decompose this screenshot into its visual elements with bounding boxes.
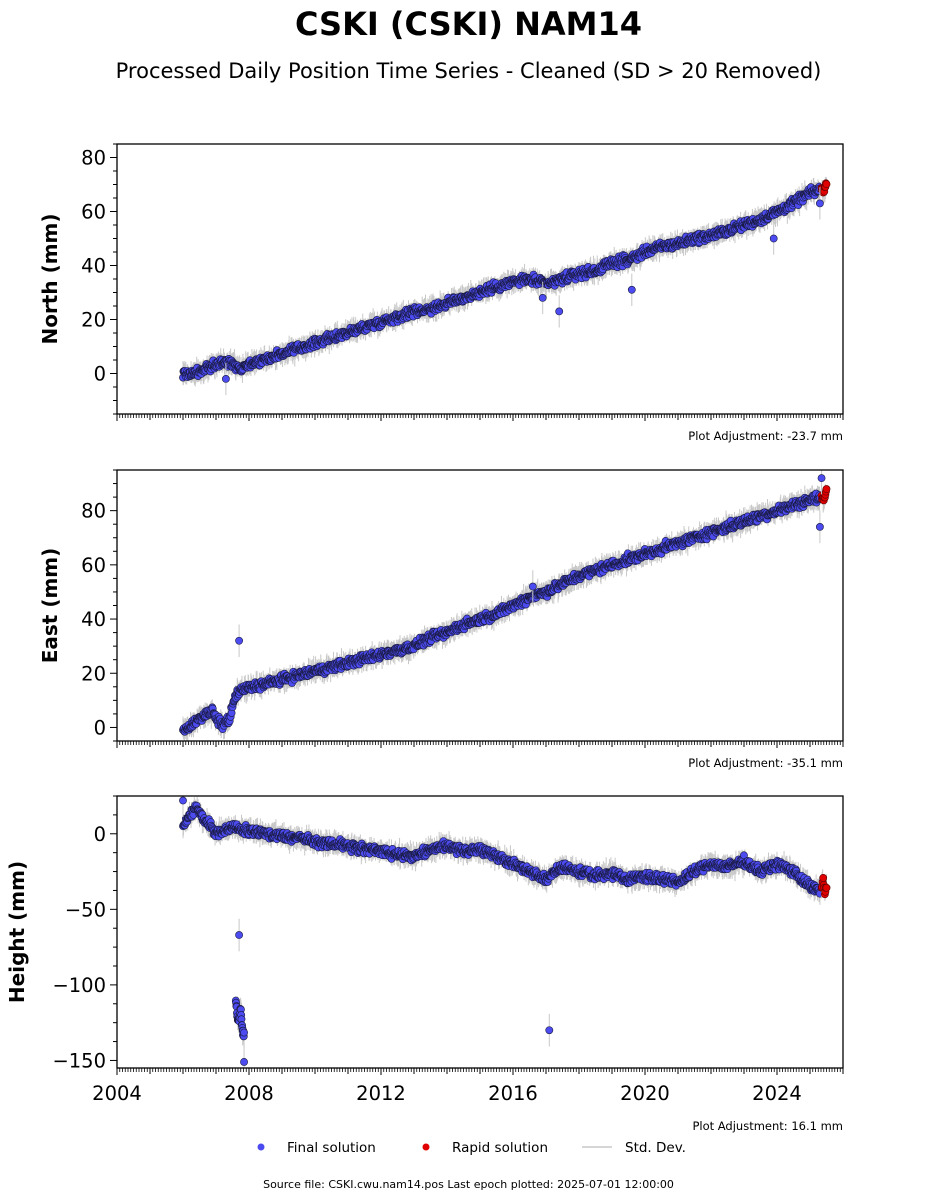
chart-title: CSKI (CSKI) NAM14	[295, 5, 642, 43]
final-series	[179, 485, 824, 741]
y-tick-label: 60	[81, 201, 106, 224]
y-tick-label: 80	[81, 147, 106, 170]
y-axis-label: North (mm)	[38, 213, 62, 344]
y-tick-label: 20	[81, 309, 106, 332]
rapid-series	[817, 176, 831, 204]
rapid-point	[822, 180, 831, 189]
outlier-point	[769, 234, 778, 243]
plot-area	[179, 176, 831, 396]
outlier-points	[221, 187, 824, 396]
outlier-point	[221, 374, 230, 383]
outlier-point	[538, 293, 547, 302]
outlier-point	[627, 285, 636, 294]
panels: 0 20 40 60 80 North (mm) Plot Adjustment: -23.…	[5, 143, 844, 1133]
y-tick-label: 0	[94, 363, 106, 386]
y-tick-label: 40	[81, 255, 106, 278]
chart-subtitle: Processed Daily Position Time Series - C…	[116, 59, 822, 83]
plot-adjustment-note: Plot Adjustment: -23.7 mm	[688, 429, 843, 443]
final-series	[179, 177, 824, 387]
panel-1: 0 20 40 60 80 North (mm) Plot Adjustment: -23.…	[38, 143, 844, 443]
outlier-point	[816, 199, 824, 208]
outlier-point	[555, 307, 564, 316]
plot-area	[179, 470, 831, 741]
